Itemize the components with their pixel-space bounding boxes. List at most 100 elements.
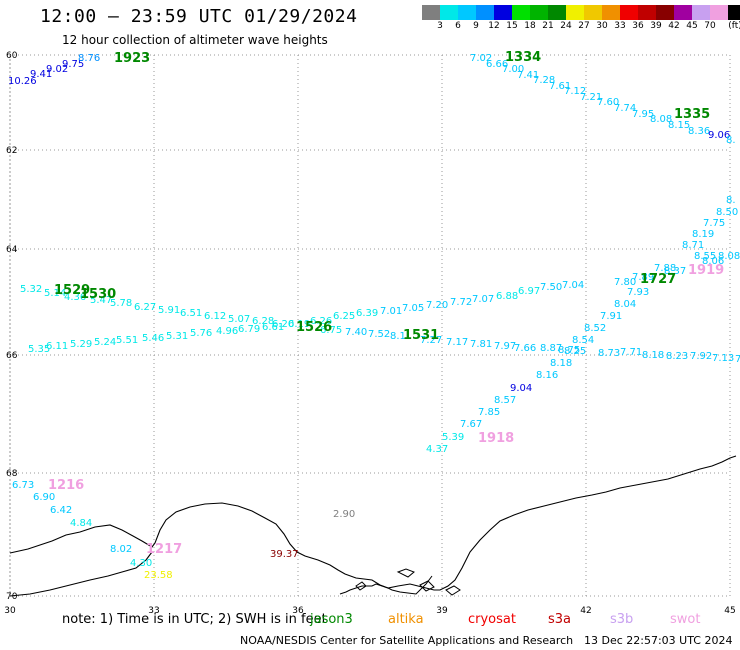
- wave-height-value: 6.19: [288, 319, 310, 330]
- colorbar-swatch: [620, 5, 638, 20]
- wave-height-value: 5.32: [20, 284, 42, 295]
- satellite-legend-jason3: jason3: [310, 612, 353, 627]
- wave-height-value: 8.04: [614, 299, 636, 310]
- wave-height-value: 8.37: [664, 266, 686, 277]
- colorbar-swatch: [692, 5, 710, 20]
- wave-height-value: 8.18: [550, 358, 572, 369]
- wave-height-value: 7.00: [502, 64, 524, 75]
- satellite-legend-cryosat: cryosat: [468, 612, 516, 627]
- wave-height-value: 6.51: [180, 308, 202, 319]
- wave-height-value: 8.06: [702, 256, 724, 267]
- wave-height-value: 7.93: [627, 287, 649, 298]
- wave-height-value: 7.28: [533, 75, 555, 86]
- wave-height-value: 7.60: [597, 97, 619, 108]
- wave-height-value: 7.07: [472, 294, 494, 305]
- wave-height-value: 6.90: [33, 492, 55, 503]
- latitude-label: 66: [6, 351, 18, 361]
- track-time-label: 1335: [674, 107, 710, 122]
- wave-height-value: 5.29: [70, 339, 92, 350]
- track-time-label: 1529: [54, 283, 90, 298]
- colorbar-tick-label: 12: [488, 21, 500, 31]
- wave-height-value: 7.97: [494, 341, 516, 352]
- wave-height-value: 8.55: [694, 251, 716, 262]
- wave-height-value: 7.67: [460, 419, 482, 430]
- colorbar-swatch: [548, 5, 566, 20]
- map-frame: [9, 54, 731, 597]
- latitude-label: 60: [6, 51, 18, 61]
- wave-height-value: 8.: [726, 135, 736, 146]
- note-text: note: 1) Time is in UTC; 2) SWH is in fe…: [62, 612, 327, 627]
- wave-height-value: 8.36: [688, 126, 710, 137]
- wave-height-value: 5.47: [90, 295, 112, 306]
- colorbar-swatch: [476, 5, 494, 20]
- wave-height-value: 7.13: [712, 353, 734, 364]
- colorbar-tick-label: 3: [437, 21, 443, 31]
- wave-height-value: 7.27: [420, 335, 442, 346]
- track-time-label: 1727: [640, 272, 676, 287]
- colorbar-tick-label: 18: [524, 21, 536, 31]
- island: [355, 581, 367, 591]
- wave-height-value: 6.97: [518, 286, 540, 297]
- colorbar-tick-label: 24: [560, 21, 572, 31]
- satellite-legend-s3b: s3b: [610, 612, 634, 627]
- wave-height-value: 39.37: [270, 549, 299, 560]
- wave-height-value: 6.11: [46, 341, 68, 352]
- wave-height-value: 6.75: [320, 325, 342, 336]
- wave-height-value: 9.02: [46, 64, 68, 75]
- island: [445, 585, 461, 596]
- colorbar-swatch: [512, 5, 530, 20]
- wave-height-value: 7.21: [580, 92, 602, 103]
- colorbar-unit: (ft): [728, 21, 740, 31]
- colorbar-swatch: [494, 5, 512, 20]
- track-time-label: 1919: [688, 263, 724, 278]
- colorbar-tick-label: 42: [668, 21, 680, 31]
- wave-height-value: 6.20: [272, 319, 294, 330]
- track-time-label: 1216: [48, 478, 84, 493]
- wave-height-value: 8.18: [642, 350, 664, 361]
- wave-height-value: 6.25: [333, 311, 355, 322]
- wave-height-value: 9.75: [62, 59, 84, 70]
- wave-height-value: 8.1: [390, 331, 406, 342]
- colorbar-tick-label: 30: [596, 21, 608, 31]
- wave-height-value: 7.71: [620, 347, 642, 358]
- wave-height-value: 8.73: [598, 348, 620, 359]
- wave-height-value: 8.02: [110, 544, 132, 555]
- colorbar-swatch: [638, 5, 656, 20]
- wave-height-value: 4.96: [216, 326, 238, 337]
- wave-height-value: 5.07: [228, 314, 250, 325]
- wave-height-value: 9.04: [510, 383, 532, 394]
- wave-height-value: 5.91: [158, 305, 180, 316]
- wave-height-value: 9.06: [708, 130, 730, 141]
- wave-height-value: 7.92: [690, 351, 712, 362]
- longitude-label: 39: [436, 606, 448, 616]
- colorbar-swatch: [728, 5, 740, 20]
- coastline-kanin: [339, 575, 433, 595]
- wave-height-value: 6.88: [496, 291, 518, 302]
- wave-height-value: 6.73: [12, 480, 34, 491]
- colorbar-swatch: [422, 5, 440, 20]
- wave-height-value: 8.71: [682, 240, 704, 251]
- colorbar-swatch: [674, 5, 692, 20]
- page-title: 12:00 – 23:59 UTC 01/29/2024: [40, 6, 358, 27]
- coastline-white-sea: [9, 551, 153, 597]
- wave-height-value: 8.75: [558, 345, 580, 356]
- wave-height-value: 8.15: [668, 120, 690, 131]
- wave-height-value: 6.66: [486, 59, 508, 70]
- wave-height-value: 6.61: [262, 322, 284, 333]
- wave-height-value: 6.42: [50, 505, 72, 516]
- wave-height-value: 7.61: [549, 81, 571, 92]
- wave-height-value: 2.90: [333, 509, 355, 520]
- wave-height-value: 7.12: [564, 86, 586, 97]
- satellite-legend-altika: altika: [388, 612, 424, 627]
- satellite-legend-swot: swot: [670, 612, 701, 627]
- coastline-kola: [9, 455, 737, 591]
- longitude-label: 30: [4, 606, 16, 616]
- wave-height-value: 6.39: [356, 308, 378, 319]
- wave-height-value: 7.52: [368, 329, 390, 340]
- wave-height-value: 5.35: [28, 344, 50, 355]
- wave-height-value: 8.19: [692, 229, 714, 240]
- wave-height-value: 8.08: [718, 251, 740, 262]
- wave-height-value: 7.89: [632, 272, 654, 283]
- wave-height-value: 6.26: [310, 316, 332, 327]
